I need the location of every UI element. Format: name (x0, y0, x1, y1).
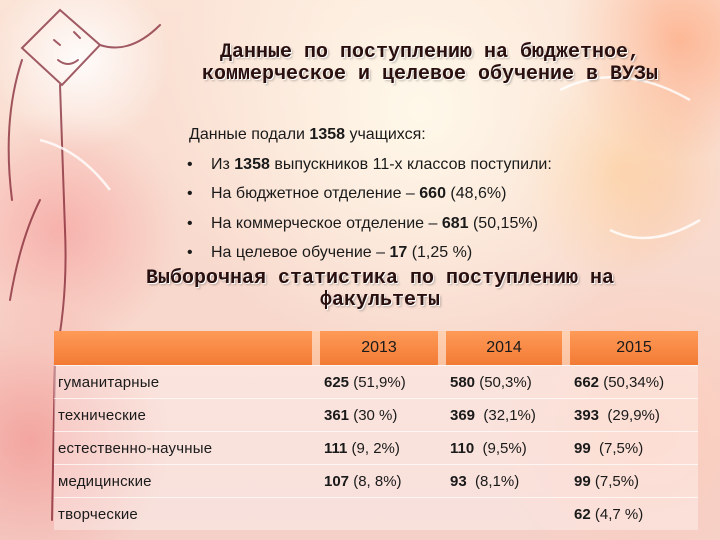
cell-count: 107 (324, 472, 350, 490)
faculty-stats-table: 2013 2014 2015 гуманитарные 625 (51,9%) 58… (54, 331, 698, 530)
table-cell (446, 497, 570, 530)
summary-bullet-suffix: (50,15%) (468, 214, 538, 232)
cell-percent: (8, 8%) (349, 472, 402, 490)
summary-bullet-number: 1358 (234, 155, 270, 173)
main-title: Данные по поступлению на бюджетное, комм… (150, 42, 710, 86)
table-cell: 361 (30 %) (320, 398, 446, 431)
table-cell: 99 (7,5%) (570, 431, 698, 464)
header-2014: 2014 (446, 331, 570, 365)
summary-bullet-label: На коммерческое отделение – (211, 214, 442, 232)
summary-bullet-number: 17 (389, 244, 408, 261)
cell-percent: (8,1%) (466, 472, 520, 490)
cell-percent: (4,7 %) (590, 505, 644, 523)
cell-count: 99 (574, 439, 591, 457)
summary-intro-text: Данные подали (189, 126, 310, 143)
summary-bullet: • На коммерческое отделение – 681 (50,15%… (187, 209, 552, 239)
cell-count: 369 (450, 406, 476, 424)
cell-percent: (51,9%) (349, 373, 406, 391)
section-title-line2: факультеты (319, 289, 441, 312)
header-empty (54, 331, 320, 365)
row-label: технические (54, 398, 320, 431)
cell-count: 580 (450, 373, 476, 391)
table-cell: 369 (32,1%) (446, 398, 570, 431)
table-row: технические 361 (30 %) 369 (32,1%) 393 (29,… (54, 398, 698, 431)
table-cell: 625 (51,9%) (320, 365, 446, 398)
table-header-row: 2013 2014 2015 (54, 331, 698, 365)
bullet-icon: • (187, 155, 193, 173)
row-label: гуманитарные (54, 365, 320, 398)
summary-bullet-label: На целевое обучение – (211, 244, 390, 261)
cell-count: 110 (450, 439, 475, 457)
cell-percent: (29,9%) (599, 406, 660, 424)
bullet-icon: • (187, 214, 193, 232)
summary-bullet-suffix: (48,6%) (445, 185, 507, 202)
header-2015: 2015 (570, 331, 698, 365)
table-cell: 99 (7,5%) (570, 464, 698, 497)
cell-percent: (50,3%) (475, 373, 532, 391)
summary-intro: Данные подали 1358 учащихся: (189, 120, 552, 150)
table-cell: 662 (50,34%) (570, 365, 698, 398)
table-row: медицинские 107 (8, 8%) 93 (8,1%) 99 (7,5%) (54, 464, 698, 497)
summary-bullet-label: Из (211, 155, 235, 173)
table-cell: 580 (50,3%) (446, 365, 570, 398)
cell-percent: (32,1%) (475, 406, 536, 424)
cell-count: 393 (574, 406, 600, 424)
table-body: гуманитарные 625 (51,9%) 580 (50,3%) 662 (5… (54, 365, 698, 530)
summary-bullet-label: На бюджетное отделение – (211, 185, 420, 202)
section-title-line1: Выборочная статистика по поступлению на (145, 267, 615, 290)
main-title-line2: коммерческое и целевое обучение в ВУЗы (201, 63, 659, 86)
cell-count: 625 (324, 373, 350, 391)
table-row: естественно-научные 111 (9, 2%) 110 (9,5%)… (54, 431, 698, 464)
table-cell: 110 (9,5%) (446, 431, 570, 464)
table-cell (320, 497, 446, 530)
cell-count: 62 (574, 505, 591, 523)
table-row: гуманитарные 625 (51,9%) 580 (50,3%) 662 (5… (54, 365, 698, 398)
header-2013: 2013 (320, 331, 446, 365)
summary-intro-suffix: учащихся: (345, 126, 426, 143)
bullet-icon: • (187, 244, 193, 261)
table-cell: 62 (4,7 %) (570, 497, 698, 530)
table-cell: 93 (8,1%) (446, 464, 570, 497)
table-cell: 107 (8, 8%) (320, 464, 446, 497)
summary-bullet: • На бюджетное отделение – 660 (48,6%) (187, 179, 552, 209)
cell-percent: (9, 2%) (347, 439, 400, 457)
cell-count: 93 (450, 472, 467, 490)
cell-percent: (7,5%) (590, 439, 644, 457)
cell-count: 361 (324, 406, 350, 424)
summary-text: Данные подали 1358 учащихся: • Из 1358 вы… (187, 120, 552, 268)
table-cell: 393 (29,9%) (570, 398, 698, 431)
bullet-icon: • (187, 185, 193, 202)
cell-count: 111 (324, 439, 348, 457)
row-label: естественно-научные (54, 431, 320, 464)
summary-bullet-suffix: выпускников 11-х классов поступили: (269, 155, 552, 173)
cell-percent: (30 %) (349, 406, 398, 424)
cell-percent: (7,5%) (590, 472, 640, 490)
summary-bullet-number: 681 (441, 214, 469, 232)
summary-bullet-suffix: (1,25 %) (407, 244, 473, 261)
cell-count: 662 (574, 373, 600, 391)
summary-bullet: • Из 1358 выпускников 11-х классов поступ… (187, 150, 552, 180)
summary-intro-number: 1358 (309, 126, 346, 143)
table-row: творческие 62 (4,7 %) (54, 497, 698, 530)
table-cell: 111 (9, 2%) (320, 431, 446, 464)
row-label: творческие (54, 497, 320, 530)
summary-bullet: • На целевое обучение – 17 (1,25 %) (187, 238, 552, 268)
main-title-line1: Данные по поступлению на бюджетное, (219, 41, 641, 64)
row-label: медицинские (54, 464, 320, 497)
cell-percent: (50,34%) (599, 373, 665, 391)
section-title: Выборочная статистика по поступлению на … (80, 268, 680, 312)
summary-bullet-number: 660 (419, 185, 446, 202)
cell-percent: (9,5%) (474, 439, 527, 457)
cell-count: 99 (574, 472, 591, 490)
